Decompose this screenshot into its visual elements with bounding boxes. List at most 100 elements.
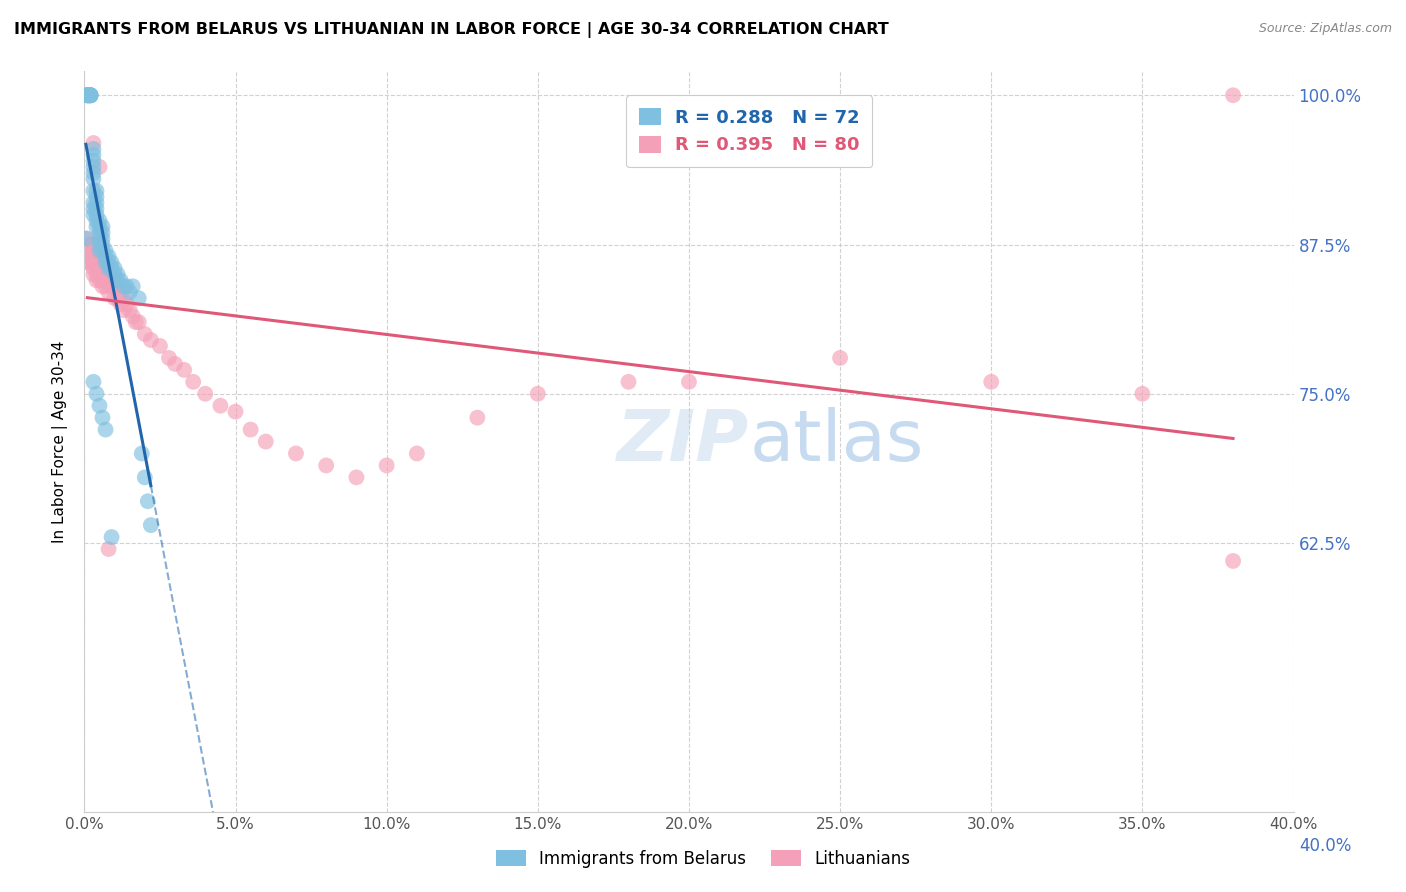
Point bbox=[86, 208, 108, 222]
Point bbox=[97, 255, 120, 269]
Point bbox=[89, 237, 111, 252]
Point bbox=[97, 250, 120, 264]
Point bbox=[76, 88, 98, 103]
Legend: R = 0.288   N = 72, R = 0.395   N = 80: R = 0.288 N = 72, R = 0.395 N = 80 bbox=[627, 95, 872, 167]
Point bbox=[165, 357, 187, 371]
Point bbox=[94, 423, 117, 437]
Point bbox=[89, 231, 111, 245]
Point bbox=[86, 195, 108, 210]
Point bbox=[86, 202, 108, 216]
Point bbox=[76, 244, 98, 258]
Point bbox=[89, 399, 111, 413]
Point bbox=[209, 399, 232, 413]
Point bbox=[89, 261, 111, 276]
Point bbox=[89, 250, 111, 264]
Point bbox=[97, 261, 120, 276]
Point bbox=[82, 208, 104, 222]
Point bbox=[82, 171, 104, 186]
Point bbox=[86, 273, 108, 287]
Point bbox=[225, 405, 247, 419]
Point bbox=[346, 470, 368, 484]
Point bbox=[100, 255, 122, 269]
Point bbox=[79, 250, 101, 264]
Point bbox=[136, 494, 159, 508]
Point bbox=[91, 279, 114, 293]
Point bbox=[94, 268, 117, 282]
Text: 40.0%: 40.0% bbox=[1299, 837, 1351, 855]
Point bbox=[76, 255, 98, 269]
Point bbox=[82, 166, 104, 180]
Point bbox=[97, 285, 120, 300]
Point bbox=[131, 446, 153, 460]
Y-axis label: In Labor Force | Age 30-34: In Labor Force | Age 30-34 bbox=[52, 340, 69, 543]
Point bbox=[82, 160, 104, 174]
Point bbox=[82, 202, 104, 216]
Point bbox=[91, 219, 114, 234]
Point bbox=[100, 261, 122, 276]
Point bbox=[115, 279, 138, 293]
Point bbox=[91, 261, 114, 276]
Point bbox=[285, 446, 308, 460]
Point bbox=[89, 244, 111, 258]
Point bbox=[82, 184, 104, 198]
Point bbox=[107, 291, 129, 305]
Point bbox=[112, 279, 135, 293]
Point bbox=[82, 148, 104, 162]
Point bbox=[79, 244, 101, 258]
Point bbox=[86, 250, 108, 264]
Point bbox=[86, 244, 108, 258]
Point bbox=[76, 88, 98, 103]
Point bbox=[82, 250, 104, 264]
Point bbox=[104, 261, 127, 276]
Point bbox=[104, 291, 127, 305]
Point bbox=[107, 279, 129, 293]
Point bbox=[91, 237, 114, 252]
Point bbox=[91, 410, 114, 425]
Point bbox=[76, 88, 98, 103]
Point bbox=[194, 386, 217, 401]
Point bbox=[86, 190, 108, 204]
Point bbox=[76, 250, 98, 264]
Point bbox=[91, 244, 114, 258]
Point bbox=[76, 88, 98, 103]
Point bbox=[97, 261, 120, 276]
Point bbox=[107, 268, 129, 282]
Point bbox=[76, 88, 98, 103]
Point bbox=[79, 88, 101, 103]
Point bbox=[121, 309, 143, 323]
Point bbox=[830, 351, 852, 365]
Text: ZIP: ZIP bbox=[617, 407, 749, 476]
Point bbox=[89, 160, 111, 174]
Point bbox=[89, 213, 111, 227]
Point bbox=[112, 303, 135, 318]
Point bbox=[110, 285, 132, 300]
Point bbox=[75, 231, 97, 245]
Point bbox=[76, 231, 98, 245]
Point bbox=[86, 219, 108, 234]
Point bbox=[77, 88, 100, 103]
Legend: Immigrants from Belarus, Lithuanians: Immigrants from Belarus, Lithuanians bbox=[489, 844, 917, 875]
Point bbox=[79, 88, 101, 103]
Point bbox=[76, 237, 98, 252]
Point bbox=[406, 446, 429, 460]
Point bbox=[94, 250, 117, 264]
Point bbox=[89, 226, 111, 240]
Point bbox=[76, 88, 98, 103]
Point bbox=[118, 303, 141, 318]
Point bbox=[82, 237, 104, 252]
Point bbox=[100, 279, 122, 293]
Point bbox=[139, 518, 162, 533]
Point bbox=[82, 142, 104, 156]
Point bbox=[100, 530, 122, 544]
Point bbox=[82, 255, 104, 269]
Point bbox=[617, 375, 640, 389]
Point bbox=[86, 268, 108, 282]
Point bbox=[121, 279, 143, 293]
Point bbox=[86, 386, 108, 401]
Point bbox=[79, 88, 101, 103]
Point bbox=[86, 213, 108, 227]
Point bbox=[91, 250, 114, 264]
Text: Source: ZipAtlas.com: Source: ZipAtlas.com bbox=[1258, 22, 1392, 36]
Point bbox=[315, 458, 337, 473]
Point bbox=[94, 279, 117, 293]
